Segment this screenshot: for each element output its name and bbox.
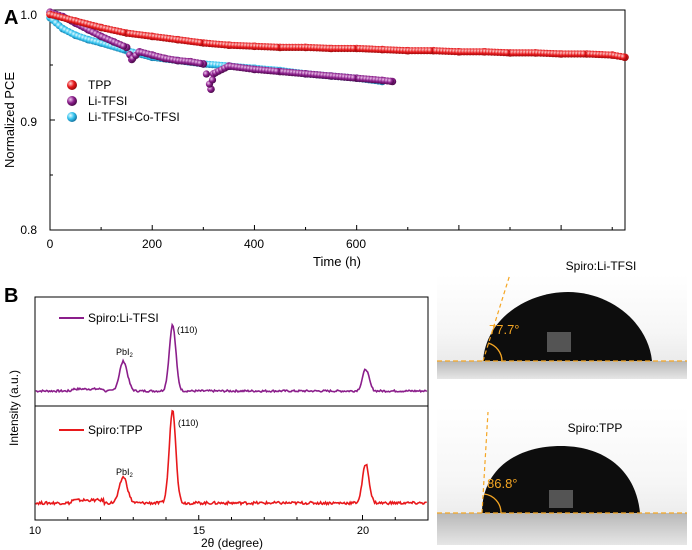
axis-ticks-a [49, 9, 613, 231]
panel-label-b: B [4, 285, 18, 307]
y-axis-label-b: Intensity (a.u.) [7, 370, 21, 446]
data-marker-tpp [503, 49, 511, 57]
data-marker-tpp [196, 39, 204, 47]
peak-annotation-pbi2: PbI2 [116, 467, 134, 479]
data-marker-li-tfsi [208, 76, 217, 84]
x-tick-label: 20 [357, 525, 369, 537]
data-marker-li-tfsi [350, 74, 358, 82]
y-tick-label: 1.0 [20, 8, 37, 22]
y-tick-label: 0.8 [20, 223, 37, 237]
data-marker-li-tfsi [120, 42, 128, 50]
xrd-line-tpp [35, 409, 427, 507]
legend-label-tpp-b: Spiro:TPP [88, 423, 143, 437]
data-marker-tpp [273, 43, 281, 51]
water-droplet [483, 292, 652, 361]
droplet-reflection [549, 490, 573, 508]
xrd-line-li-tfsi [35, 322, 428, 394]
legend-marker-co-tfsi [67, 112, 77, 122]
data-marker-li-tfsi [386, 77, 394, 85]
panel-c-photos: Spiro:Li-TFSI 77.7° Spiro:TPP 86.8° [437, 259, 687, 545]
panel-a-chart: 1.0 0.9 0.8 0 200 400 600 Time (h) Norma… [2, 8, 629, 269]
water-droplet [482, 446, 640, 513]
data-marker-tpp [619, 53, 628, 61]
peak-annotation-110: (110) [178, 418, 198, 428]
legend-a: TPP Li-TFSI Li-TFSI+Co-TFSI [67, 78, 180, 124]
data-marker-tpp [426, 47, 434, 55]
panel-label-a: A [4, 7, 18, 29]
x-axis-label-b: 2θ (degree) [201, 536, 263, 550]
data-marker-li-tfsi [202, 70, 210, 78]
axis-ticks-b [34, 515, 429, 520]
data-marker-li-tfsi [273, 67, 281, 75]
data-marker-tpp [120, 28, 128, 37]
photo-label-li-tfsi: Spiro:Li-TFSI [566, 259, 637, 273]
legend-label-li-tfsi-b: Spiro:Li-TFSI [88, 311, 159, 325]
plot-frame-b [34, 296, 429, 521]
legend-label-li-tfsi: Li-TFSI [88, 94, 127, 108]
contact-angle-value: 77.7° [489, 322, 520, 337]
angle-arc [483, 493, 502, 514]
data-marker-tpp [350, 44, 358, 53]
tangent-dashed [482, 275, 511, 362]
legend-marker-tpp [67, 80, 77, 90]
x-tick-label: 400 [244, 237, 264, 251]
legend-marker-li-tfsi [67, 96, 77, 106]
droplet-reflection [547, 332, 571, 352]
legend-label-tpp: TPP [88, 78, 111, 92]
data-marker-li-tfsi [196, 59, 204, 67]
contact-angle-photo-tpp [437, 407, 687, 545]
series-li-tfsi [46, 8, 397, 93]
contact-angle-value: 86.8° [487, 476, 518, 491]
legend-label-co-tfsi: Li-TFSI+Co-TFSI [88, 110, 180, 124]
peak-annotation-pbi2: PbI2 [116, 347, 134, 359]
series-group-a [46, 8, 629, 93]
x-axis-label-a: Time (h) [313, 254, 361, 269]
tangent-dashed [481, 411, 489, 514]
x-tick-label: 15 [193, 525, 205, 537]
x-tick-label: 10 [29, 525, 41, 537]
x-tick-label: 0 [47, 237, 54, 251]
y-tick-label: 0.9 [20, 115, 37, 129]
contact-angle-photo-li-tfsi [437, 275, 687, 379]
series-tpp [46, 10, 629, 62]
panel-b-chart: 10 15 20 2θ (degree) Intensity (a.u.) Sp… [7, 296, 429, 550]
x-tick-label: 200 [142, 237, 162, 251]
peak-annotation-110: (110) [177, 325, 197, 335]
photo-label-tpp: Spiro:TPP [568, 421, 623, 435]
data-marker-tpp [580, 50, 588, 58]
angle-arc [487, 342, 503, 362]
y-axis-label-a: Normalized PCE [2, 72, 17, 168]
x-tick-label: 600 [346, 237, 366, 251]
